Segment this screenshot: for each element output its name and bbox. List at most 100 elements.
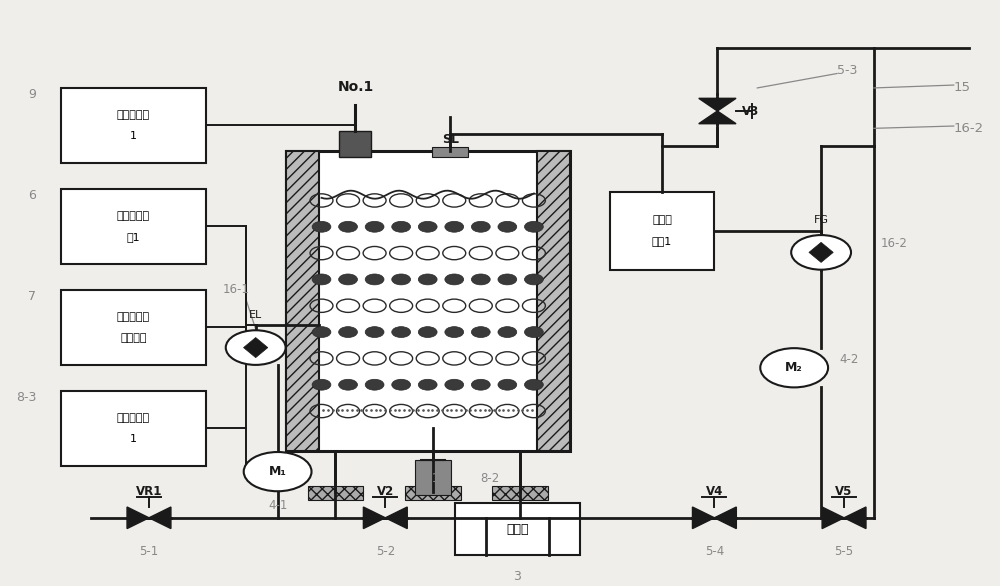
Text: 6: 6 <box>28 189 36 202</box>
Text: 1: 1 <box>130 434 137 444</box>
Circle shape <box>392 379 411 390</box>
Circle shape <box>226 331 286 365</box>
Text: 4-2: 4-2 <box>839 353 858 366</box>
Text: 5-2: 5-2 <box>376 546 395 558</box>
Text: 控制单元: 控制单元 <box>120 333 147 343</box>
Text: 7: 7 <box>28 290 36 303</box>
Polygon shape <box>149 507 171 529</box>
FancyBboxPatch shape <box>405 486 461 500</box>
Text: 16-2: 16-2 <box>954 122 984 135</box>
Circle shape <box>418 379 437 390</box>
FancyBboxPatch shape <box>61 88 206 163</box>
Circle shape <box>525 379 543 390</box>
Text: 数据采集与: 数据采集与 <box>117 312 150 322</box>
Text: 5-1: 5-1 <box>139 546 159 558</box>
Polygon shape <box>363 507 385 529</box>
Text: V3: V3 <box>742 104 760 118</box>
FancyBboxPatch shape <box>415 460 451 495</box>
Text: 16-1: 16-1 <box>222 282 249 296</box>
Polygon shape <box>692 507 714 529</box>
Circle shape <box>471 274 490 285</box>
Text: 8-3: 8-3 <box>16 391 36 404</box>
Circle shape <box>365 379 384 390</box>
Circle shape <box>312 274 331 285</box>
Text: SL: SL <box>442 132 459 146</box>
Polygon shape <box>822 507 844 529</box>
Circle shape <box>445 379 464 390</box>
Circle shape <box>418 222 437 232</box>
Circle shape <box>418 274 437 285</box>
Circle shape <box>418 326 437 338</box>
Text: 离器1: 离器1 <box>652 236 672 246</box>
Text: 4-1: 4-1 <box>268 499 287 512</box>
Text: 高压脉冲电: 高压脉冲电 <box>117 211 150 221</box>
Circle shape <box>471 222 490 232</box>
FancyBboxPatch shape <box>610 192 714 270</box>
Circle shape <box>525 326 543 338</box>
Circle shape <box>498 222 517 232</box>
Text: 调速驱动器: 调速驱动器 <box>117 413 150 423</box>
Text: 光谱检测器: 光谱检测器 <box>117 110 150 120</box>
Polygon shape <box>699 111 736 124</box>
Text: EL: EL <box>249 311 262 321</box>
Text: No.1: No.1 <box>337 80 374 94</box>
FancyBboxPatch shape <box>61 391 206 466</box>
Polygon shape <box>127 507 149 529</box>
Circle shape <box>471 326 490 338</box>
Circle shape <box>365 274 384 285</box>
Text: 5-3: 5-3 <box>837 64 857 77</box>
FancyBboxPatch shape <box>537 151 570 451</box>
Circle shape <box>339 379 357 390</box>
Text: 5-4: 5-4 <box>705 546 724 558</box>
FancyBboxPatch shape <box>455 503 580 556</box>
Circle shape <box>392 274 411 285</box>
Text: M₂: M₂ <box>785 362 803 374</box>
Circle shape <box>498 326 517 338</box>
Text: V5: V5 <box>835 485 853 498</box>
Text: 8-1: 8-1 <box>421 472 440 485</box>
Circle shape <box>445 222 464 232</box>
Polygon shape <box>714 507 736 529</box>
Text: 气液分: 气液分 <box>652 216 672 226</box>
Circle shape <box>365 326 384 338</box>
Text: 16-2: 16-2 <box>881 237 908 250</box>
Polygon shape <box>244 338 268 357</box>
Circle shape <box>760 348 828 387</box>
FancyBboxPatch shape <box>61 290 206 365</box>
FancyBboxPatch shape <box>286 151 319 451</box>
Circle shape <box>339 222 357 232</box>
Circle shape <box>525 222 543 232</box>
Text: VR1: VR1 <box>136 485 162 498</box>
Text: 源1: 源1 <box>127 232 140 242</box>
FancyBboxPatch shape <box>492 486 548 500</box>
Circle shape <box>791 235 851 270</box>
Circle shape <box>365 222 384 232</box>
Circle shape <box>312 326 331 338</box>
Text: 8-2: 8-2 <box>480 472 500 485</box>
Polygon shape <box>809 243 833 263</box>
Circle shape <box>244 452 312 491</box>
FancyBboxPatch shape <box>432 146 468 157</box>
Text: V4: V4 <box>706 485 723 498</box>
Circle shape <box>392 326 411 338</box>
Circle shape <box>445 274 464 285</box>
Polygon shape <box>699 98 736 111</box>
Circle shape <box>312 222 331 232</box>
Polygon shape <box>385 507 407 529</box>
Text: V2: V2 <box>377 485 394 498</box>
FancyBboxPatch shape <box>308 486 363 500</box>
Text: 15: 15 <box>954 81 971 94</box>
Text: FG: FG <box>814 215 829 225</box>
Text: 5-5: 5-5 <box>834 546 854 558</box>
Circle shape <box>471 379 490 390</box>
Circle shape <box>339 326 357 338</box>
Circle shape <box>339 274 357 285</box>
FancyBboxPatch shape <box>61 189 206 264</box>
Circle shape <box>445 326 464 338</box>
Text: 9: 9 <box>28 88 36 101</box>
Circle shape <box>498 379 517 390</box>
Circle shape <box>312 379 331 390</box>
Text: M₁: M₁ <box>269 465 287 478</box>
Polygon shape <box>844 507 866 529</box>
Circle shape <box>392 222 411 232</box>
